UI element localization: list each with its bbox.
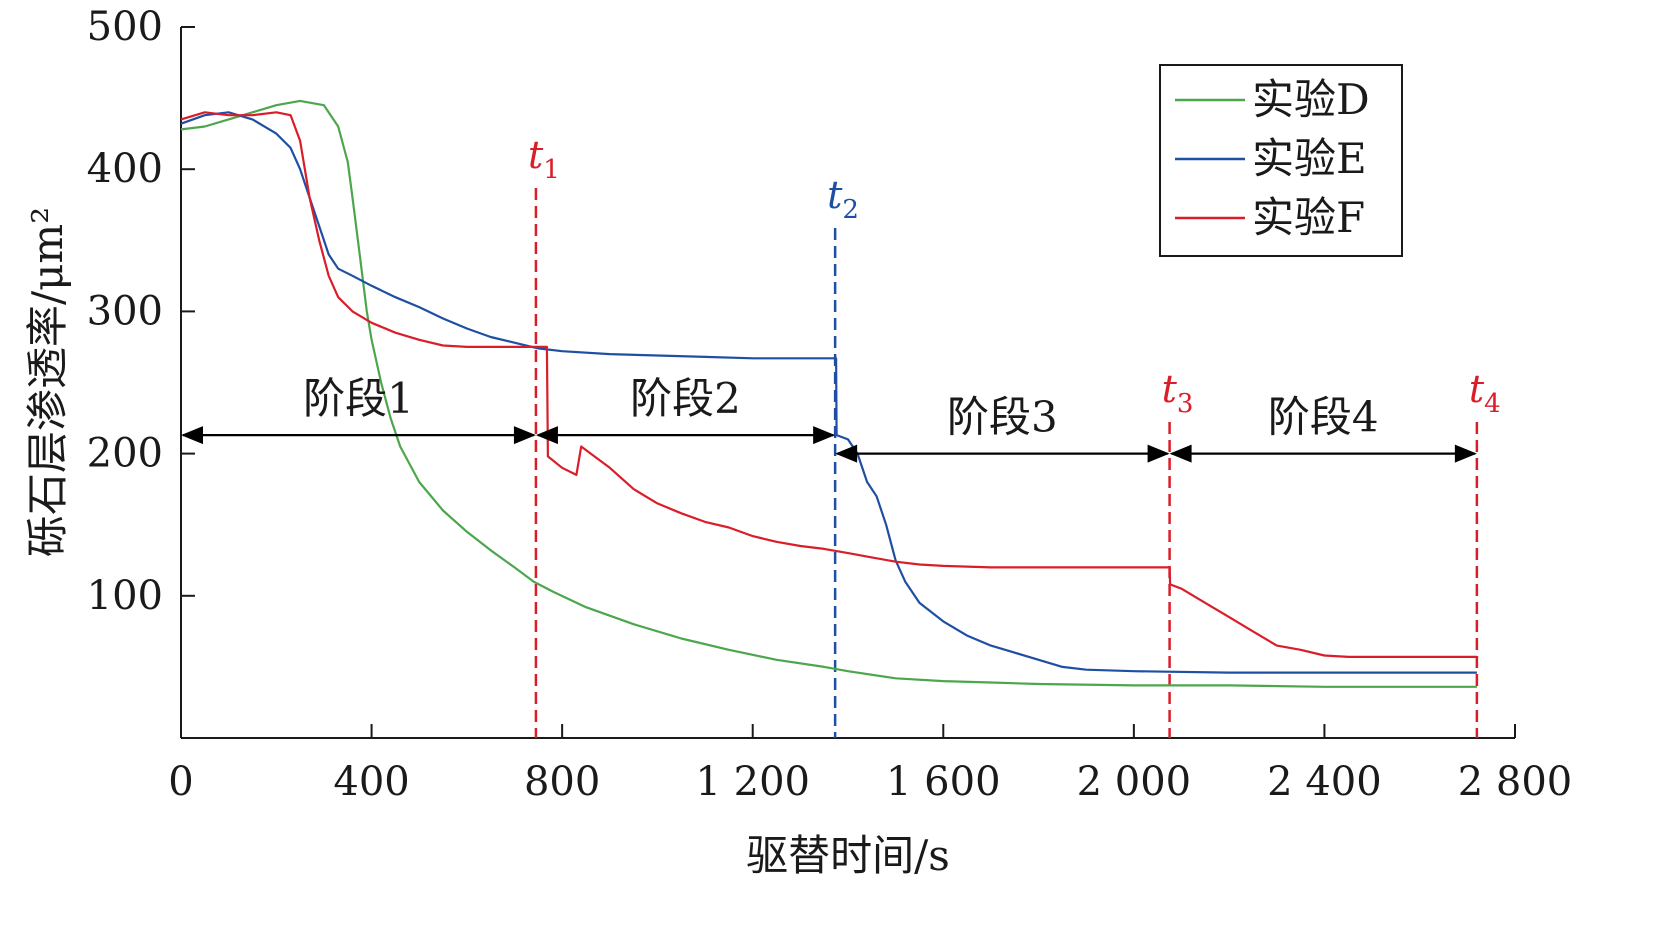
legend-label: 实验E (1252, 134, 1367, 183)
phase-arrow-head-left (535, 426, 558, 445)
marker-label: t2 (827, 173, 859, 225)
phase-label: 阶段2 (630, 374, 741, 423)
phase-arrow-head-left (835, 444, 858, 463)
marker-label: t1 (528, 133, 560, 185)
legend-label: 实验F (1252, 193, 1365, 242)
phase-label: 阶段4 (1268, 393, 1379, 442)
axes (180, 27, 1515, 739)
marker-label: t4 (1469, 367, 1501, 419)
phase-arrow-head-left (181, 426, 203, 445)
legend-label: 实验D (1252, 75, 1370, 124)
x-tick-label: 1 600 (886, 759, 1001, 805)
phase-arrow-head-right (813, 426, 836, 445)
x-tick-label: 400 (333, 759, 409, 805)
y-tick-label: 400 (87, 146, 163, 192)
phase-arrow-head-left (1169, 444, 1192, 463)
phase-label: 阶段3 (947, 393, 1058, 442)
x-tick-label: 2 800 (1458, 759, 1573, 805)
marker-label: t3 (1162, 367, 1194, 419)
y-tick-label: 200 (87, 431, 163, 477)
marker-subscript: 2 (842, 195, 859, 225)
phase-label: 阶段1 (303, 374, 414, 423)
x-tick-label: 1 200 (695, 759, 810, 805)
phase-arrow-head-right (1147, 444, 1170, 463)
legend-box (1159, 64, 1403, 257)
y-tick-label: 500 (87, 4, 163, 50)
y-axis-title: 砾石层渗透率/μm² (23, 207, 72, 557)
y-tick-label: 100 (87, 573, 163, 619)
ticks: 0 400 800 1 200 1 600 2 000 2 400 2 800 100 200 30… (87, 4, 1573, 805)
series-line (180, 99, 1477, 688)
x-tick-label: 2 000 (1077, 759, 1192, 805)
phase-arrow-head-right (1454, 444, 1477, 463)
marker-subscript: 3 (1177, 389, 1194, 419)
x-tick-label: 2 400 (1267, 759, 1382, 805)
phase-annotations: 阶段1 阶段2 阶段3 阶段4 (181, 374, 1477, 463)
legend: 实验D 实验E 实验F (1159, 64, 1403, 257)
series-line (180, 111, 1477, 659)
x-tick-label: 0 (168, 759, 193, 805)
marker-subscript: 1 (543, 155, 560, 185)
x-axis-title: 驱替时间/s (746, 831, 950, 880)
y-tick-label: 300 (87, 288, 163, 334)
phase-arrow-head-right (513, 426, 536, 445)
series-line (180, 111, 1477, 674)
marker-subscript: 4 (1484, 389, 1501, 419)
series-lines (180, 99, 1477, 688)
x-tick-label: 800 (524, 759, 600, 805)
